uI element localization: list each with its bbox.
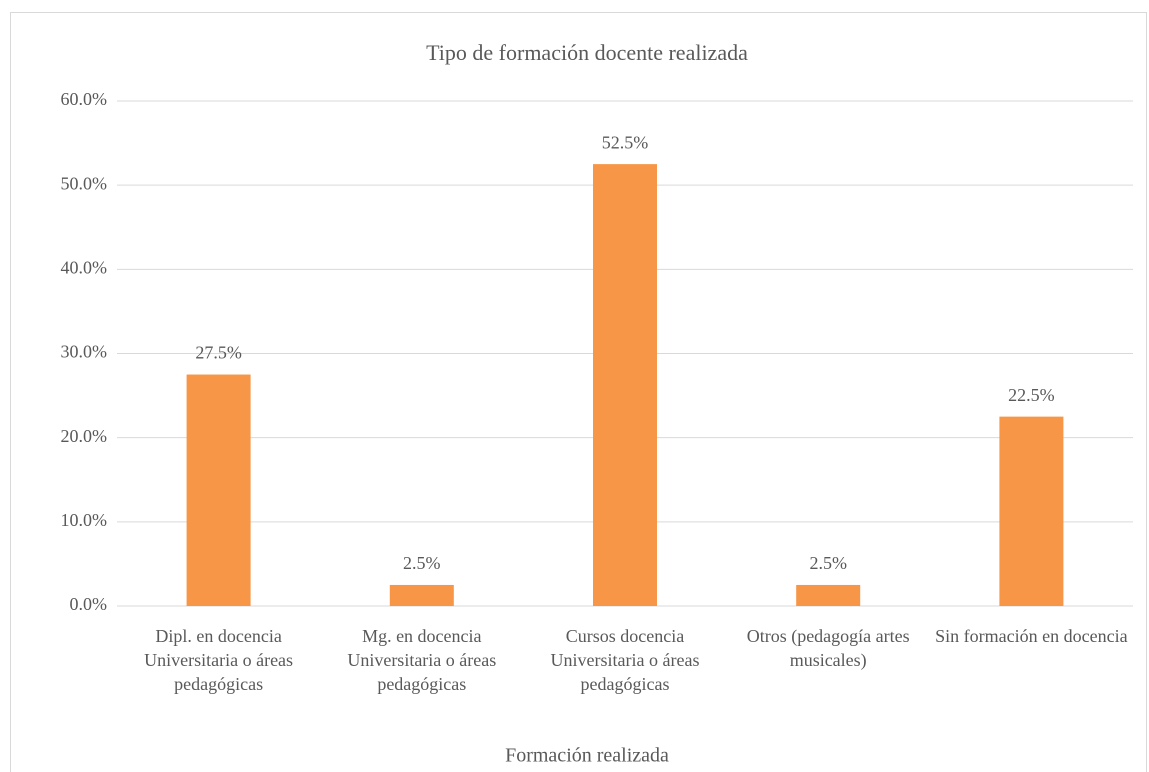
y-tick-label: 50.0% xyxy=(61,173,108,193)
data-label: 27.5% xyxy=(195,343,242,363)
y-tick-label: 0.0% xyxy=(70,594,108,614)
data-label: 22.5% xyxy=(1008,385,1055,405)
x-tick-label: Cursos docencia Universitaria o áreas pe… xyxy=(550,626,700,694)
bar xyxy=(186,374,251,606)
x-axis-title: Formación realizada xyxy=(505,745,669,767)
y-tick-label: 60.0% xyxy=(61,89,108,109)
bar xyxy=(593,164,657,606)
x-tick-label: Mg. en docencia Universitaria o áreas pe… xyxy=(347,626,497,694)
bar xyxy=(999,416,1064,606)
chart-title: Tipo de formación docente realizada xyxy=(426,40,748,65)
bar xyxy=(796,584,861,606)
x-tick-label: Otros (pedagogía artes musicales) xyxy=(746,626,910,670)
data-label: 52.5% xyxy=(602,132,649,152)
x-tick-label: Sin formación en docencia xyxy=(935,626,1128,646)
y-tick-label: 20.0% xyxy=(61,426,108,446)
y-tick-label: 10.0% xyxy=(61,510,108,530)
x-tick-label: Dipl. en docencia Universitaria o áreas … xyxy=(144,626,294,694)
data-label: 2.5% xyxy=(809,553,847,573)
data-label: 2.5% xyxy=(403,553,441,573)
y-tick-label: 40.0% xyxy=(61,257,108,277)
y-tick-label: 30.0% xyxy=(61,342,108,362)
bar xyxy=(389,584,454,606)
